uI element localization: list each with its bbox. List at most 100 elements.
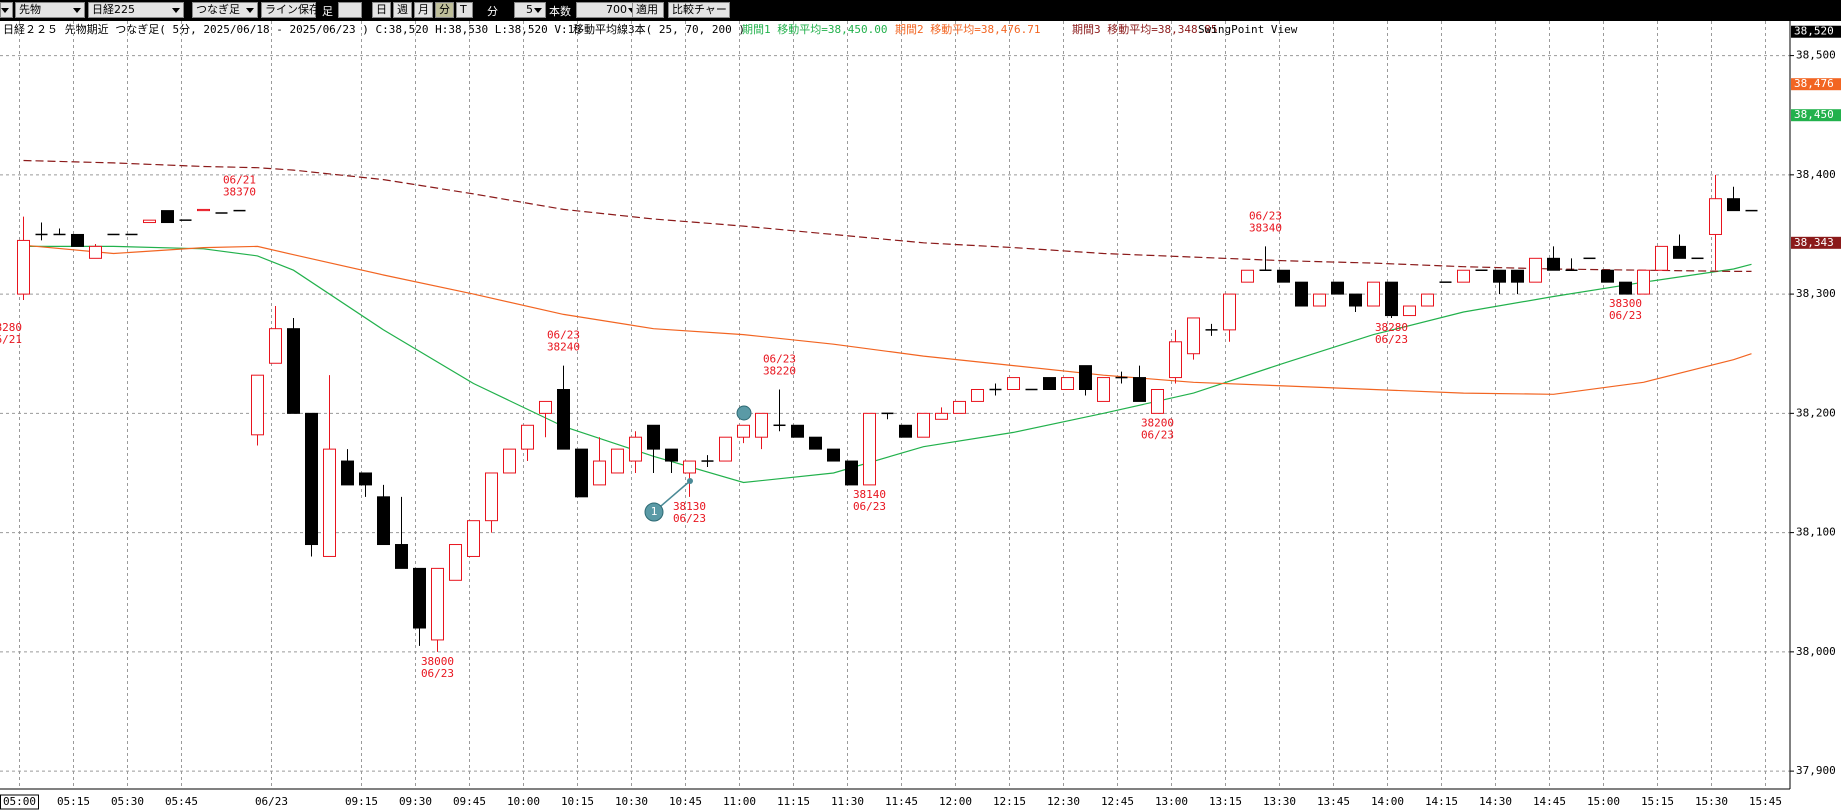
month-button[interactable]: 月 [414, 2, 433, 18]
x-tick-label: 05:45 [165, 795, 198, 808]
candle-body [737, 424, 750, 438]
symbol-select[interactable]: 日経225 [88, 2, 184, 18]
candle-body [557, 388, 570, 450]
candle-body [305, 412, 318, 546]
candle-body [1601, 269, 1614, 283]
swing-label: 38340 [1249, 221, 1282, 234]
candle-body [413, 567, 426, 629]
price-box [1791, 236, 1841, 249]
save-line-button[interactable]: ライン保存 [261, 2, 320, 18]
price-box-label: 38,450 [1794, 108, 1834, 121]
y-tick-label: 38,000 [1796, 645, 1836, 658]
swing-label: 38240 [547, 341, 580, 354]
grid [0, 21, 1790, 789]
bar-label: 足 [322, 5, 333, 18]
candle-body [665, 448, 678, 462]
y-tick-label: 38,100 [1796, 526, 1836, 539]
legend-entry: 期間2 移動平均=38,476.71 [895, 22, 1040, 36]
y-tick-label: 37,900 [1796, 764, 1836, 777]
candle-body [1673, 245, 1686, 259]
ma-title: 移動平均線3本( 25, 70, 200 ) [573, 22, 745, 36]
candle-body [287, 328, 300, 414]
candle-body [1385, 281, 1398, 317]
swing-label: 06/21 [0, 333, 22, 346]
menu-dropdown[interactable] [0, 2, 13, 18]
candle-body [1529, 257, 1542, 283]
candle-body [269, 328, 282, 364]
swing-label: 38280 [1375, 321, 1408, 334]
compare-button[interactable]: 比較チャート [668, 2, 738, 18]
candle-body [1187, 317, 1200, 355]
x-tick-label: 15:30 [1695, 795, 1728, 808]
candle-body [899, 424, 912, 438]
x-tick-label: 09:15 [345, 795, 378, 808]
x-tick-label: 11:45 [885, 795, 918, 808]
candle-body [755, 412, 768, 438]
x-tick-label: 10:15 [561, 795, 594, 808]
candle-body [611, 448, 624, 474]
candle-body [1151, 388, 1164, 414]
candle-body [1295, 281, 1308, 307]
candle-body [845, 460, 858, 486]
y-tick-label: 38,300 [1796, 287, 1836, 300]
swing-label: 38300 [1609, 297, 1642, 310]
tick-button[interactable]: T [456, 2, 473, 18]
candle-body [1637, 269, 1650, 295]
legend-entry: 期間1 移動平均=38,450.00 [742, 22, 887, 36]
candle-body [647, 424, 660, 450]
ma-line [23, 159, 1752, 272]
candle-body [1709, 198, 1722, 235]
candle-body [1133, 377, 1146, 402]
swing-label: 38280 [0, 321, 22, 334]
minute-button[interactable]: 分 [435, 2, 454, 18]
bar-option[interactable] [338, 2, 362, 18]
candle-body [629, 436, 642, 462]
candle-body [971, 388, 984, 402]
candle-body [359, 472, 372, 486]
x-tick-label: 15:00 [1587, 795, 1620, 808]
week-button[interactable]: 週 [393, 2, 412, 18]
swing-label: 06/23 [853, 500, 886, 513]
count-label: 本数 [549, 5, 571, 18]
ma-line [23, 244, 1752, 395]
chart-title: 日経２２５ 先物期近 つなぎ足( 5分, 2025/06/18 - 2025/0… [3, 22, 581, 36]
interval-input[interactable]: 5 [514, 2, 546, 18]
x-tick-label: 05:30 [111, 795, 144, 808]
day-button[interactable]: 日 [372, 2, 391, 18]
x-tick-label: 09:30 [399, 795, 432, 808]
candle-body [1223, 293, 1236, 331]
swing-label: 38220 [763, 364, 796, 377]
candle-body [449, 544, 462, 581]
apply-button[interactable]: 適用 [632, 2, 664, 18]
swing-label: 38370 [223, 186, 256, 199]
view-label: SwingPoint View [1198, 23, 1298, 36]
candle-body [1403, 305, 1416, 317]
toolbar: 先物 日経225 つなぎ足 ライン保存 足 日 週 月 分 T 分 5 本数 7… [0, 0, 1841, 21]
candle-body [503, 448, 516, 474]
candle-body [863, 412, 876, 486]
candle-body [89, 245, 102, 259]
x-tick-label: 14:45 [1533, 795, 1566, 808]
x-tick-label: 11:15 [777, 795, 810, 808]
swing-label: 06/23 [763, 352, 796, 365]
candle-body [1079, 365, 1092, 390]
candle-body [431, 567, 444, 641]
candle-body [1277, 269, 1290, 283]
swing-label: 06/21 [223, 174, 256, 187]
candle-body [323, 448, 336, 557]
swing-label: 06/23 [1141, 428, 1174, 441]
candle-body [17, 239, 30, 295]
y-tick-label: 38,200 [1796, 406, 1836, 419]
candle-body [71, 233, 84, 247]
swing-label: 38000 [421, 655, 454, 668]
market-select[interactable]: 先物 [15, 2, 85, 18]
x-tick-label: 13:15 [1209, 795, 1242, 808]
chart-kind-select[interactable]: つなぎ足 [192, 2, 258, 18]
x-tick-label: 12:15 [993, 795, 1026, 808]
candle-body [161, 210, 174, 224]
x-tick-label: 12:45 [1101, 795, 1134, 808]
y-tick-label: 38,400 [1796, 168, 1836, 181]
candle-body [719, 436, 732, 462]
x-tick-label: 15:15 [1641, 795, 1674, 808]
